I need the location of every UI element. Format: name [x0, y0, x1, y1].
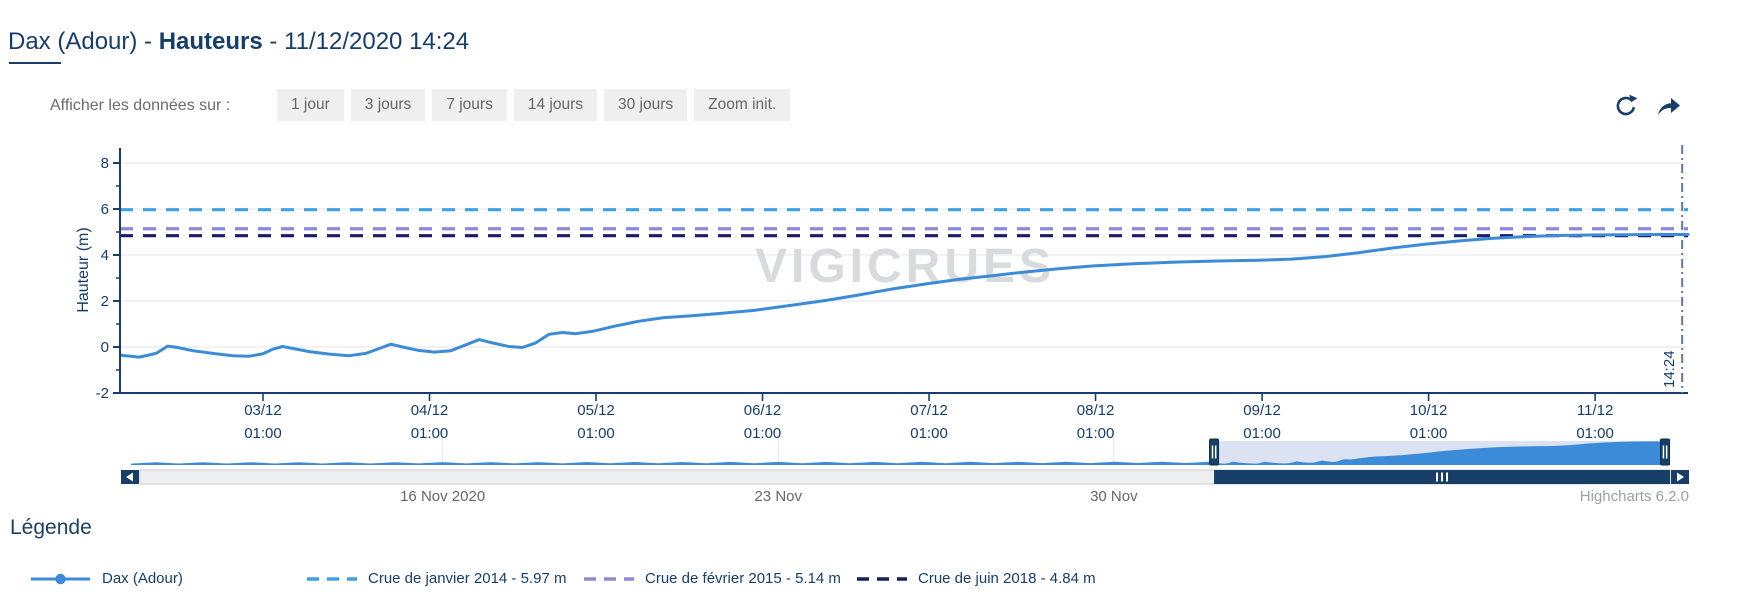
legend-item-crue-2014[interactable]: Crue de janvier 2014 - 5.97 m — [306, 570, 566, 587]
title-datetime: 11/12/2020 14:24 — [284, 28, 470, 56]
legend: Dax (Adour) Crue de janvier 2014 - 5.97 … — [0, 570, 1764, 596]
y-tick-label: -2 — [96, 385, 109, 402]
hauteurs-chart[interactable]: VIGICRUES -2 0 2 4 6 8 Hauteur (m) 03/12 01:00 04/… — [0, 132, 1764, 512]
dashed-line-swatch — [584, 576, 634, 581]
navigator-date-label: 16 Nov 2020 — [400, 488, 485, 505]
range-button-1-jour[interactable]: 1 jour — [277, 89, 344, 121]
navigator-handle-right[interactable] — [1660, 438, 1670, 466]
highcharts-credits: Highcharts 6.2.0 — [1580, 488, 1689, 505]
legend-item-crue-2018[interactable]: Crue de juin 2018 - 4.84 m — [856, 570, 1096, 587]
series-line-marker-swatch — [31, 573, 90, 584]
y-tick-label: 0 — [101, 339, 109, 356]
share-icon — [1658, 98, 1680, 115]
legend-label: Crue de février 2015 - 5.14 m — [645, 570, 841, 587]
title-separator: - — [137, 28, 159, 56]
navigator-handle-left[interactable] — [1209, 438, 1220, 466]
x-tick-date: 04/12 — [411, 402, 449, 419]
x-tick-time: 01:00 — [1576, 425, 1614, 442]
y-tick-label: 8 — [101, 155, 109, 172]
x-tick-time: 01:00 — [1077, 425, 1115, 442]
range-button-30-jours[interactable]: 30 jours — [604, 89, 688, 121]
range-buttons: 1 jour 3 jours 7 jours 14 jours 30 jours… — [277, 89, 791, 121]
y-tick-label: 2 — [101, 293, 109, 310]
x-tick-time: 01:00 — [1410, 425, 1448, 442]
x-tick-time: 01:00 — [577, 425, 615, 442]
x-tick-date: 03/12 — [244, 402, 282, 419]
x-tick-time: 01:00 — [744, 425, 782, 442]
x-tick-date: 09/12 — [1243, 402, 1281, 419]
legend-label: Crue de janvier 2014 - 5.97 m — [368, 570, 567, 587]
x-tick-time: 01:00 — [1243, 425, 1281, 442]
x-tick-time: 01:00 — [411, 425, 449, 442]
x-tick-date: 07/12 — [910, 402, 948, 419]
metric-label: Hauteurs — [158, 28, 263, 56]
chart-actions — [1612, 92, 1684, 123]
legend-heading: Légende — [10, 516, 92, 539]
display-range-label: Afficher les données sur : — [50, 97, 231, 114]
vigicrues-watermark: VIGICRUES — [755, 240, 1055, 293]
refresh-button[interactable] — [1612, 92, 1640, 123]
range-button-14-jours[interactable]: 14 jours — [513, 89, 597, 121]
scrollbar-grip — [1446, 472, 1449, 482]
x-tick-date: 05/12 — [577, 402, 615, 419]
page-title: Dax (Adour) - Hauteurs - 11/12/2020 14:2… — [8, 28, 469, 56]
scrollbar-grip — [1441, 472, 1444, 482]
x-tick-date: 06/12 — [744, 402, 782, 419]
chart-container: VIGICRUES -2 0 2 4 6 8 Hauteur (m) 03/12 01:00 04/… — [0, 132, 1764, 512]
x-tick-date: 11/12 — [1577, 402, 1613, 419]
navigator-date-label: 23 Nov — [754, 488, 802, 505]
navigator-series-area — [131, 441, 1670, 465]
navigator-date-label: 30 Nov — [1090, 488, 1138, 505]
range-button-3-jours[interactable]: 3 jours — [350, 89, 426, 121]
dashed-line-swatch — [857, 576, 907, 581]
legend-label: Crue de juin 2018 - 4.84 m — [918, 570, 1096, 587]
title-separator-2: - — [262, 28, 285, 56]
x-tick-time: 01:00 — [244, 425, 282, 442]
legend-item-crue-2015[interactable]: Crue de février 2015 - 5.14 m — [583, 570, 841, 587]
range-button-zoom-init[interactable]: Zoom init. — [694, 89, 791, 121]
series-dax-adour — [119, 233, 1690, 359]
current-time-label: 14:24 — [1661, 350, 1678, 388]
dashed-line-swatch — [307, 576, 357, 581]
y-tick-label: 6 — [101, 201, 109, 218]
scrollbar-left-arrow[interactable] — [121, 470, 139, 484]
scrollbar-right-arrow[interactable] — [1671, 470, 1689, 484]
x-tick-date: 10/12 — [1410, 402, 1448, 419]
legend-label: Dax (Adour) — [102, 570, 183, 587]
x-tick-date: 08/12 — [1077, 402, 1115, 419]
y-axis-title: Hauteur (m) — [75, 227, 92, 312]
share-button[interactable] — [1654, 92, 1684, 123]
range-button-7-jours[interactable]: 7 jours — [432, 89, 507, 121]
y-tick-label: 4 — [101, 247, 109, 264]
legend-item-dax-adour[interactable]: Dax (Adour) — [30, 570, 183, 587]
x-tick-time: 01:00 — [910, 425, 948, 442]
station-link[interactable]: Dax (Adour) — [8, 28, 138, 56]
refresh-icon — [1616, 94, 1638, 116]
scrollbar-grip — [1436, 472, 1439, 482]
